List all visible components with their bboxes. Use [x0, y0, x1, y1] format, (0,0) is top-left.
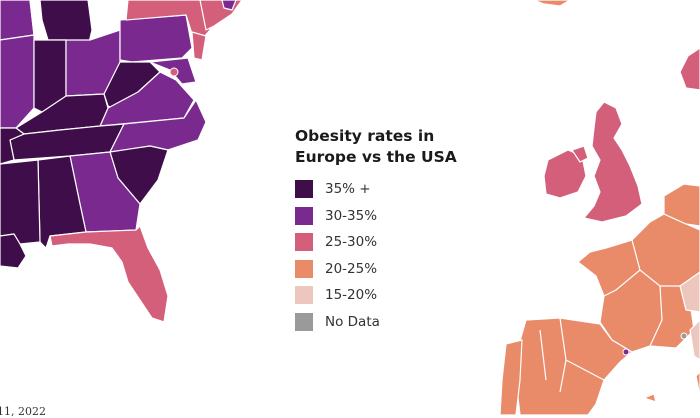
country-monaco-marker — [680, 332, 688, 340]
state-louisiana — [0, 233, 27, 269]
state-massachusetts — [221, 0, 237, 11]
country-benelux — [663, 183, 700, 227]
state-mississippi — [0, 159, 41, 245]
legend-item: 15-20% — [295, 282, 465, 309]
country-andorra-marker — [622, 348, 630, 356]
country-corsica — [695, 371, 700, 397]
france-region-borders — [603, 239, 680, 347]
state-pennsylvania — [119, 14, 193, 63]
country-norway-fragment — [679, 47, 700, 91]
source-date-footnote: 11, 2022 — [0, 405, 46, 418]
state-new-england — [199, 0, 243, 31]
legend-label: 15-20% — [325, 287, 378, 304]
europe-region — [499, 0, 700, 415]
country-switzerland — [679, 271, 700, 313]
state-new-jersey — [191, 31, 207, 61]
state-florida — [49, 225, 169, 323]
legend-item: 35% + — [295, 176, 465, 203]
legend-items: 35% + 30-35% 25-30% 20-25% 15-20% No Data — [295, 176, 465, 335]
legend-label: 25-30% — [325, 234, 378, 251]
legend-item: 30-35% — [295, 203, 465, 230]
legend-label: No Data — [325, 313, 380, 330]
map-legend: Obesity rates in Europe vs the USA 35% +… — [295, 126, 465, 335]
legend-swatch — [295, 233, 313, 252]
state-wisconsin — [0, 0, 35, 41]
country-portugal — [499, 339, 523, 415]
legend-swatch — [295, 312, 313, 331]
legend-swatch — [295, 206, 313, 225]
legend-item: No Data — [295, 309, 465, 336]
lake-shoreline — [29, 0, 35, 36]
spain-region-borders — [539, 317, 605, 393]
country-scandinavia — [533, 0, 571, 7]
legend-label: 35% + — [325, 181, 371, 198]
legend-swatch — [295, 259, 313, 278]
dc-marker — [169, 67, 179, 77]
legend-title: Obesity rates in Europe vs the USA — [295, 127, 457, 166]
state-illinois — [0, 34, 35, 129]
country-italy — [689, 319, 700, 361]
country-united-kingdom — [583, 101, 643, 223]
legend-swatch — [295, 180, 313, 199]
legend-label: 20-25% — [325, 260, 378, 277]
legend-label: 30-35% — [325, 207, 378, 224]
usa-region — [0, 0, 243, 323]
state-arkansas — [0, 127, 25, 165]
country-balearic-islands — [643, 393, 657, 403]
country-northern-ireland — [571, 145, 589, 163]
legend-item: 20-25% — [295, 256, 465, 283]
legend-item: 25-30% — [295, 229, 465, 256]
legend-swatch — [295, 286, 313, 305]
